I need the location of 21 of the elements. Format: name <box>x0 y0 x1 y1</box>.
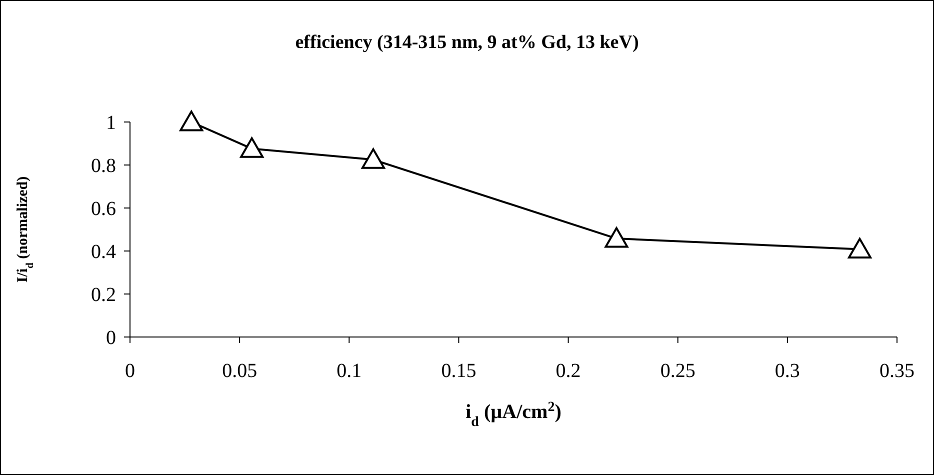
y-tick-label: 0 <box>106 327 116 349</box>
point <box>180 110 204 132</box>
x-axis-title: i$_{d}$ (µA/cm$^{2}$) <box>466 400 562 430</box>
x-tick-label: 0.25 <box>660 360 696 382</box>
chart-title: efficiency (314-315 nm, 9 at% Gd, 13 keV) <box>295 32 639 53</box>
point <box>604 227 628 248</box>
point <box>362 148 385 169</box>
y-tick-label: 1 <box>106 112 116 134</box>
x-tick-label: 0.35 <box>880 360 914 382</box>
x-tick-label: 0.05 <box>222 360 258 382</box>
x-tick-label: 0.15 <box>441 360 476 382</box>
y-tick-label: 0.8 <box>91 155 116 177</box>
y-tick-label: 0.6 <box>91 198 116 220</box>
x-tick-label: 0 <box>125 360 135 382</box>
y-tick-label: 0.2 <box>91 284 116 306</box>
x-tick-label: 0.2 <box>556 360 581 382</box>
point <box>848 238 872 258</box>
x-tick-label: 0.1 <box>336 360 362 382</box>
x-tick-label: 0.3 <box>774 360 800 382</box>
point <box>240 137 264 158</box>
y-tick-label: 0.4 <box>91 241 116 263</box>
